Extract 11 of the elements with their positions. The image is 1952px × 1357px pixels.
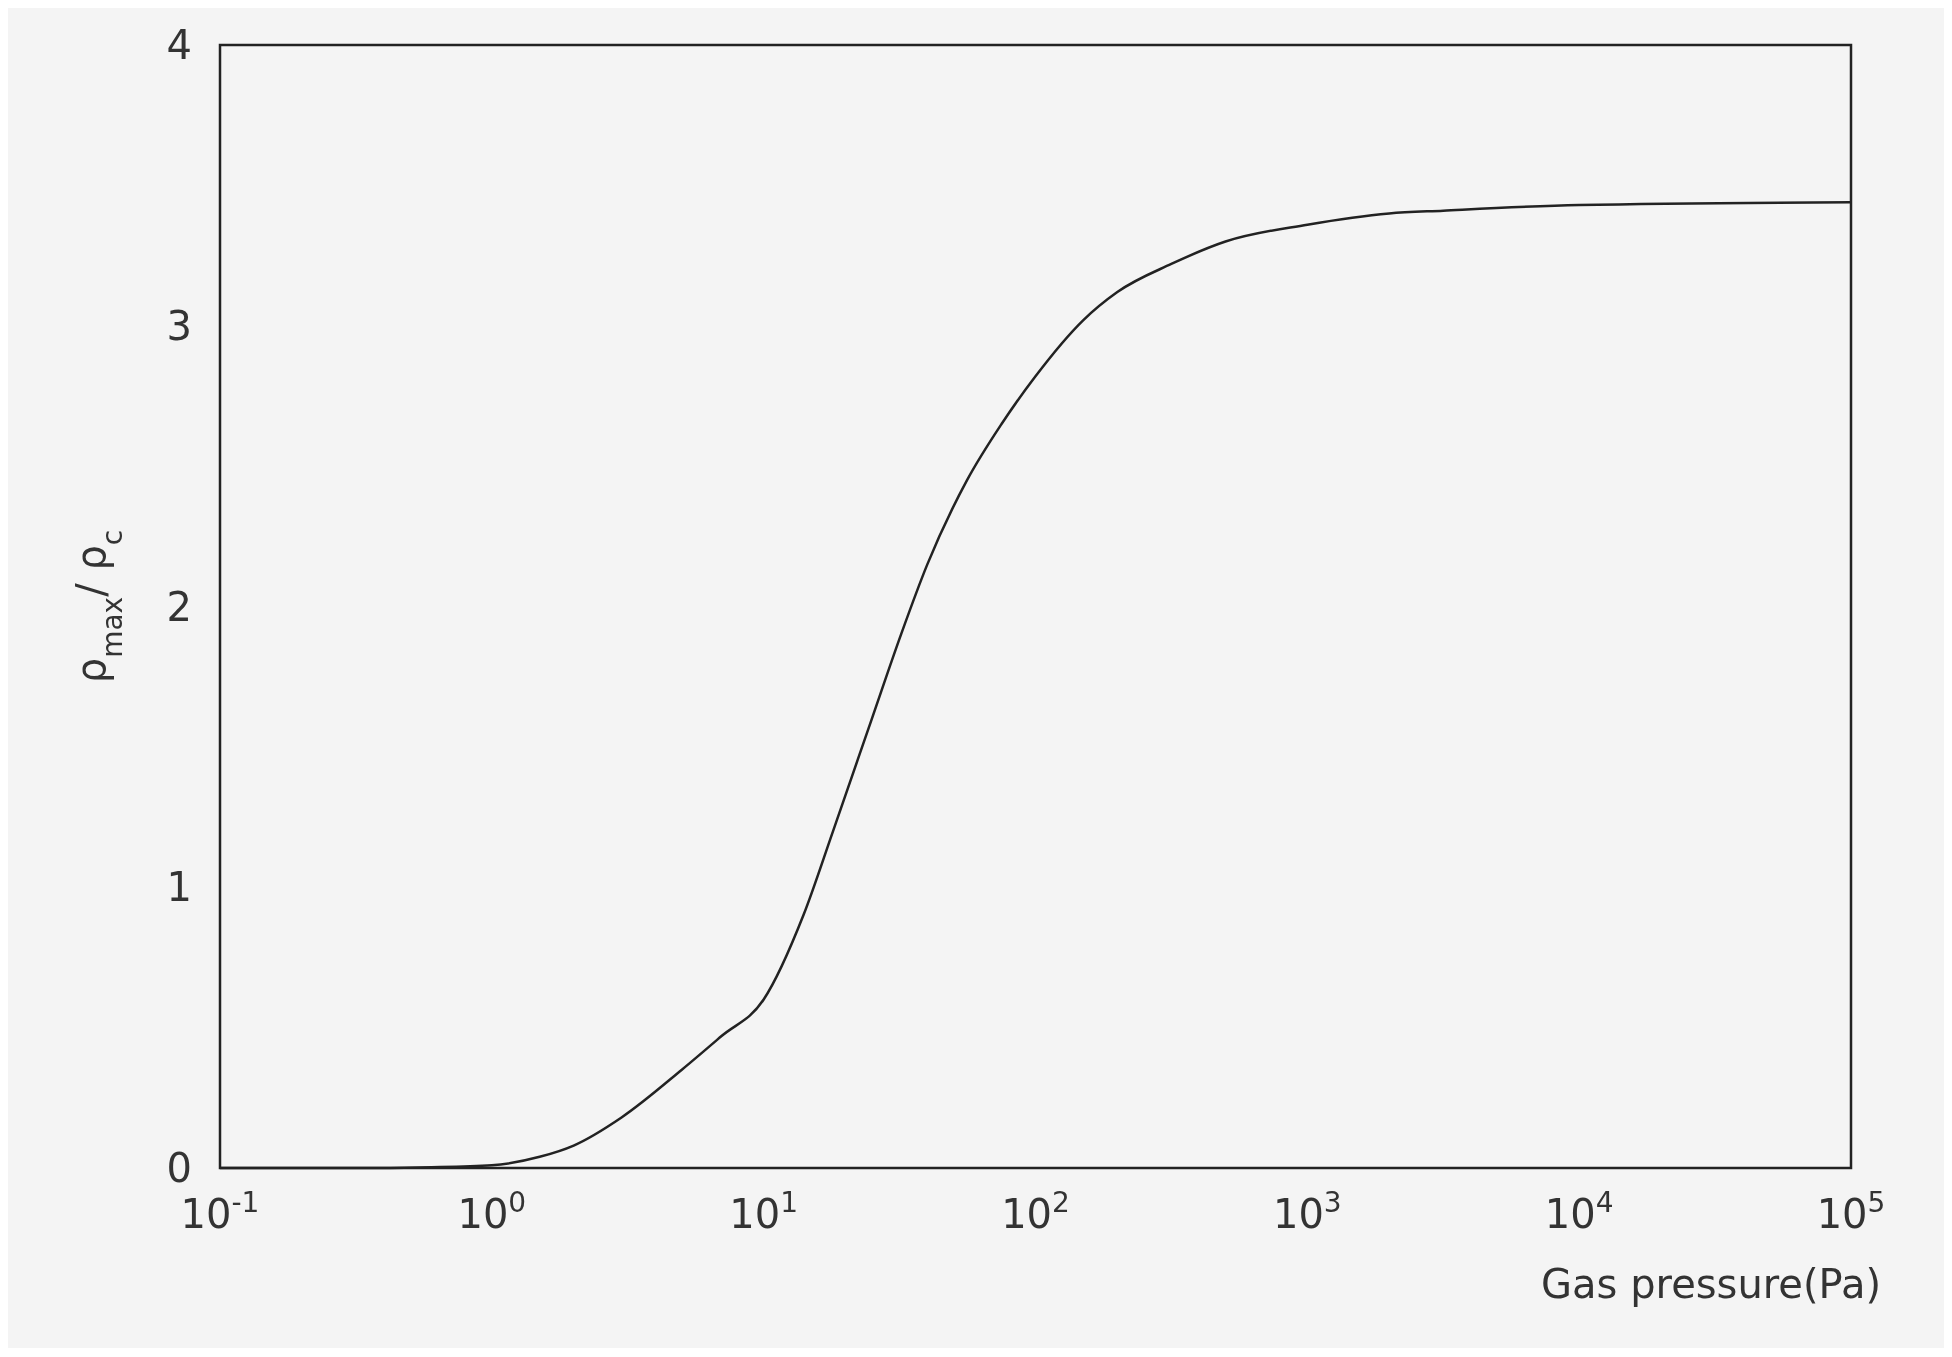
y-tick-label: 3 (166, 302, 192, 349)
x-axis-title: Gas pressure(Pa) (1541, 1261, 1881, 1307)
x-tick-label: 10$^{4}$ (1544, 1185, 1614, 1237)
y-tick-label: 1 (166, 864, 192, 911)
y-tick-label: 2 (166, 583, 192, 630)
x-tick-label: 10$^{1}$ (729, 1185, 799, 1237)
x-tick-label: 10$^{2}$ (1001, 1185, 1070, 1237)
x-tick-label: 10$^{3}$ (1272, 1185, 1342, 1237)
y-tick-label: 4 (166, 22, 192, 68)
x-tick-label: 10$^{5}$ (1816, 1185, 1886, 1237)
x-tick-label: 10$^{0}$ (457, 1185, 527, 1237)
